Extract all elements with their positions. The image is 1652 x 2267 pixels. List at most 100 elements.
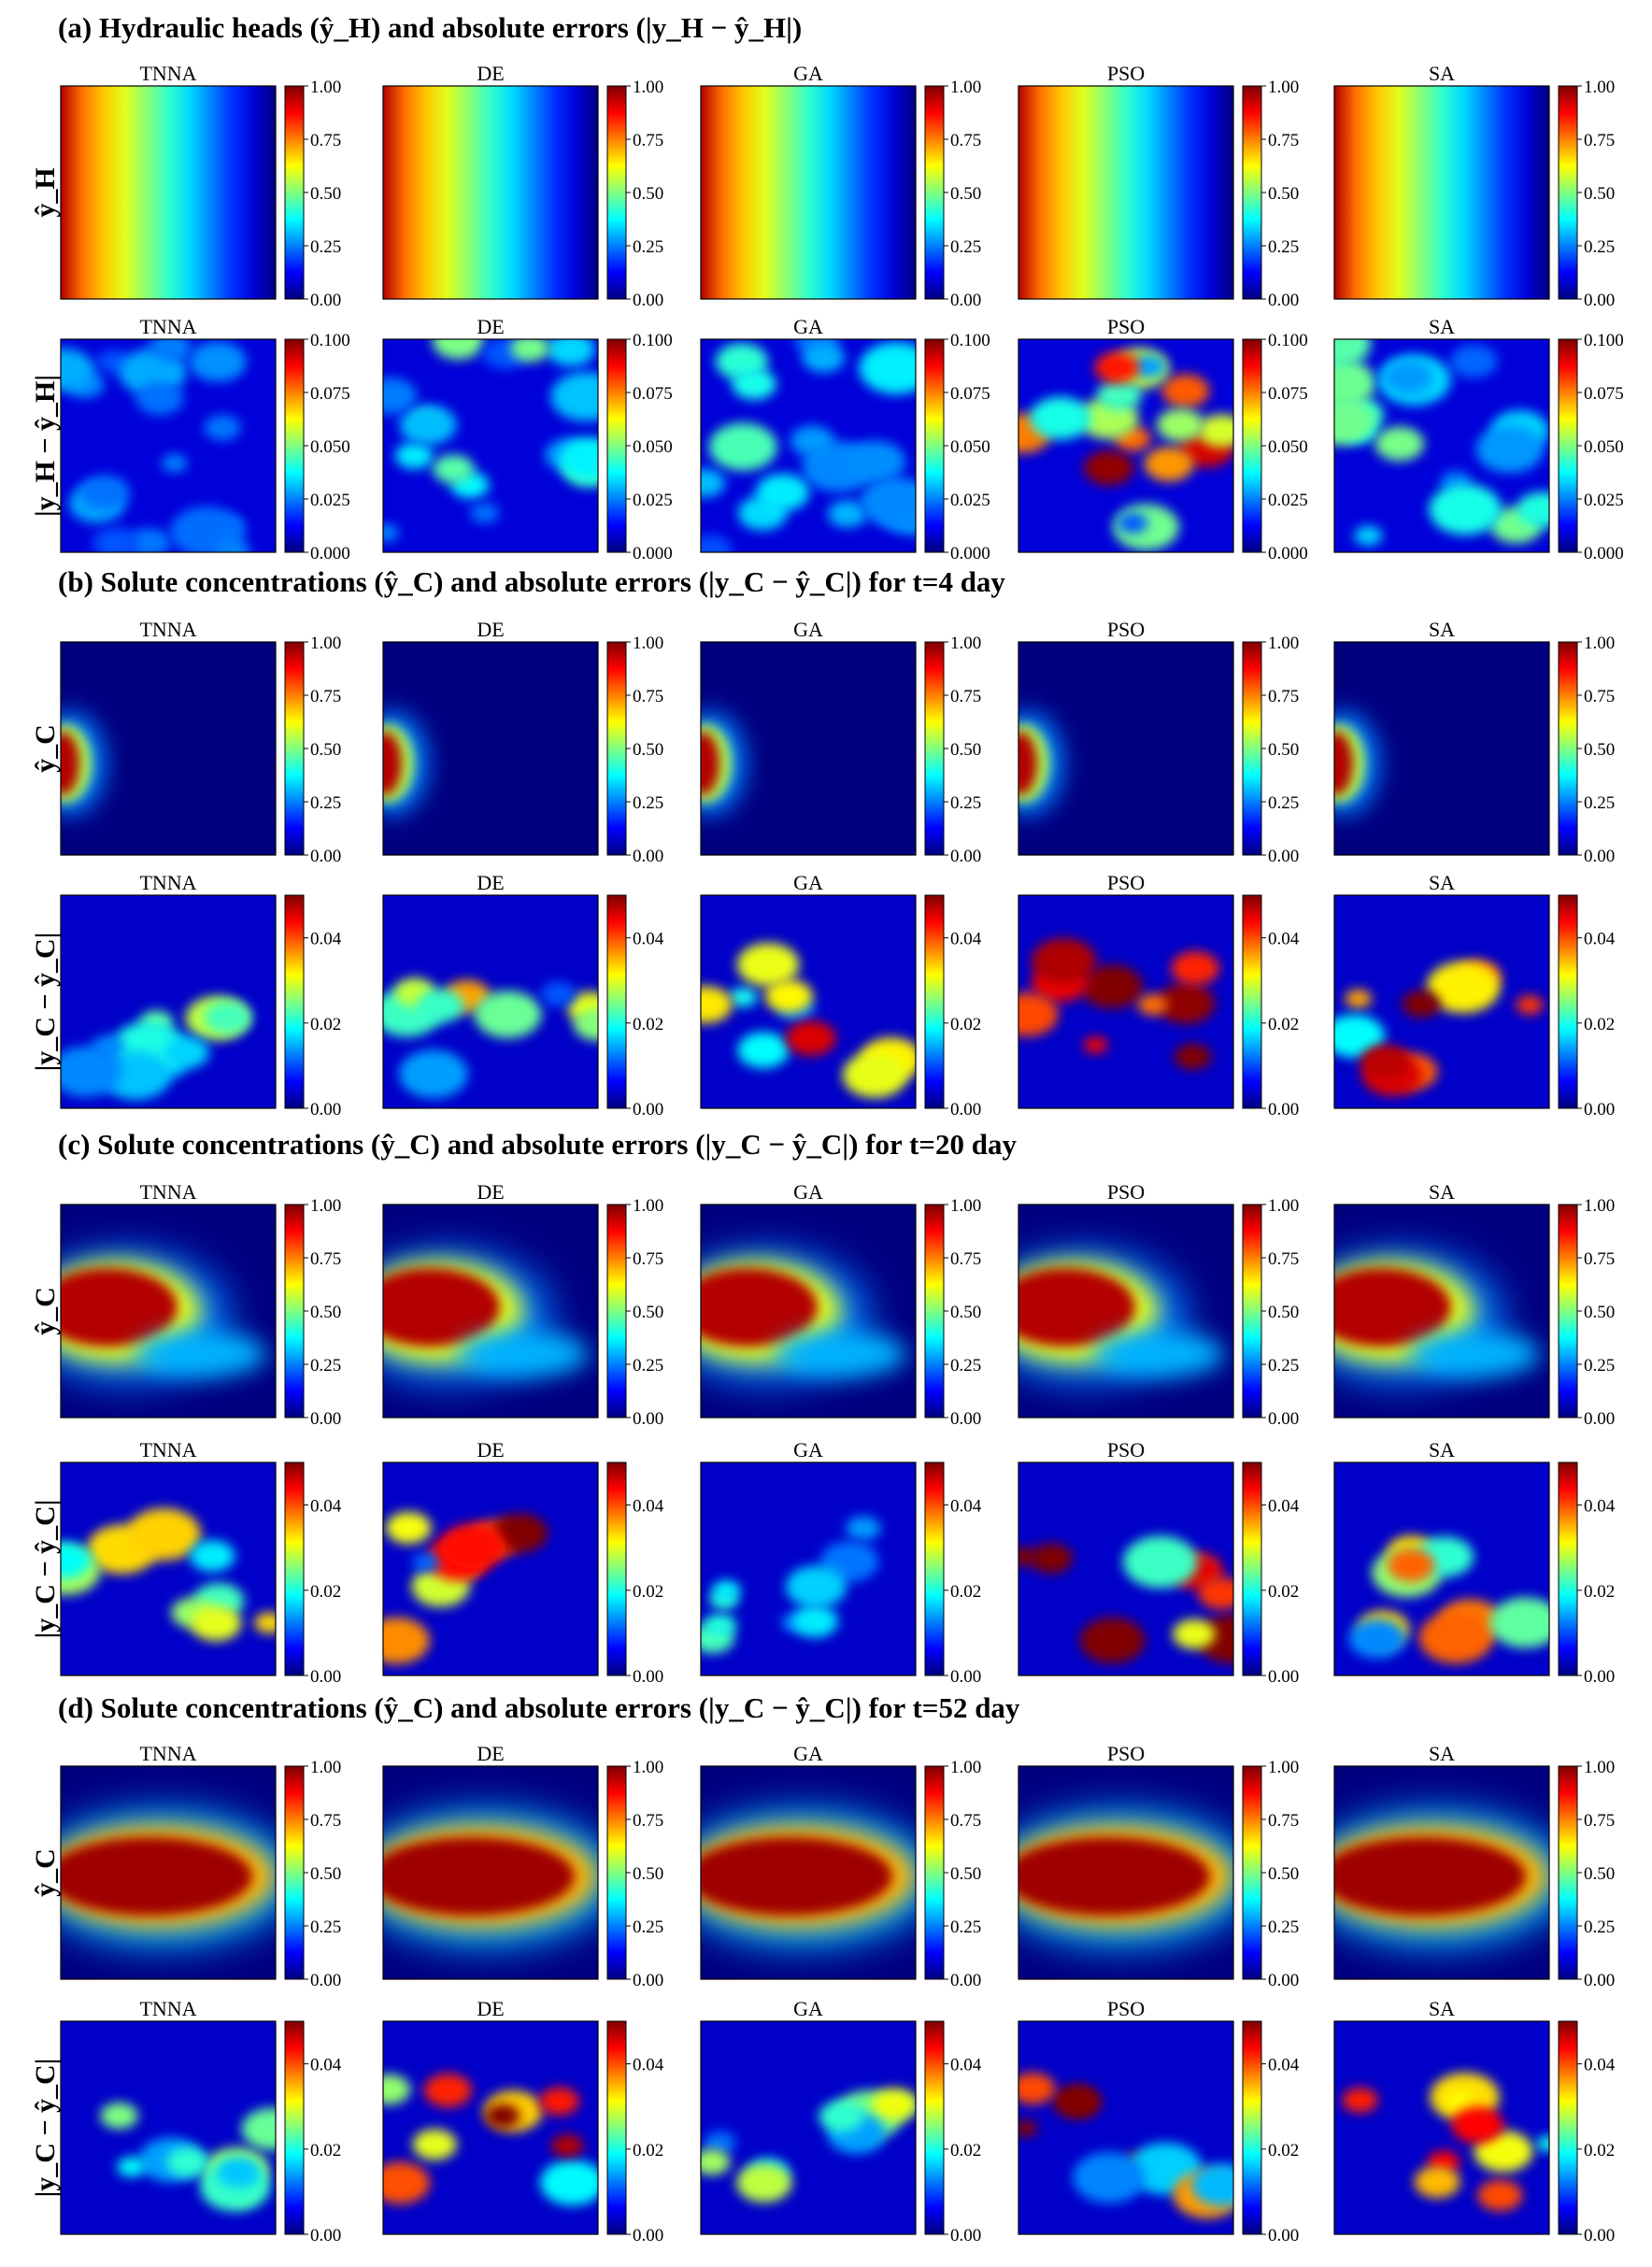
colorbar-tick-label: 1.00	[1584, 1758, 1615, 1777]
colorbar	[924, 1204, 945, 1419]
panel-row-b-field: ŷ_C TNNA 0.00 0.25 0.50 0.75 1.00 DE 0.00 0.25 0.5…	[30, 618, 1615, 866]
colorbar-tick-label: 1.00	[633, 1758, 663, 1777]
colorbar	[1558, 894, 1578, 1109]
panel-frame	[1018, 1461, 1234, 1676]
panel-title: DE	[477, 1438, 504, 1461]
field-blob	[561, 437, 598, 479]
heatmap-panel-pso: PSO 0.00 0.25 0.50 0.75 1.00	[1018, 1180, 1299, 1429]
field-blob	[1018, 1268, 1135, 1347]
panel-frame	[382, 894, 599, 1109]
field-blob	[1171, 951, 1219, 986]
colorbar-tick-label: 0.00	[633, 291, 663, 310]
heatmap-panel-de: DE 0.00 0.25 0.50 0.75 1.00	[382, 62, 663, 310]
colorbar-tick-label: 0.075	[310, 384, 350, 404]
panel-frame	[700, 1204, 917, 1419]
heatmap-panel-ga: GA 0.00 0.02 0.04	[700, 871, 982, 1119]
colorbar-tick-label: 0.075	[633, 384, 673, 404]
colorbar-tick-label: 0.02	[950, 2141, 981, 2160]
field-blob	[704, 2131, 736, 2154]
section-title-c: (c) Solute concentrations (ŷ_C) and abso…	[58, 1128, 1017, 1161]
panel-row-c-field: ŷ_C TNNA 0.00 0.25 0.50 0.75 1.00 DE 0.00 0.25 0.5…	[30, 1180, 1615, 1429]
colorbar-tick-label: 0.50	[950, 1864, 981, 1884]
colorbar-tick-label: 1.00	[1268, 78, 1299, 97]
heatmap-panel-de: DE 0.000 0.025 0.050 0.075 0.100	[382, 315, 673, 563]
panel-row-c-error: |y_C − ŷ_C| TNNA 0.00 0.02 0.04 DE 0.00 0.02 0.0…	[30, 1438, 1616, 1687]
colorbar	[1558, 2020, 1578, 2235]
row-label: ŷ_H	[30, 167, 61, 217]
colorbar-tick-label: 0.50	[633, 184, 663, 204]
field-blob	[708, 422, 777, 471]
field-blob	[791, 1604, 838, 1638]
colorbar-tick-label: 0.25	[1268, 237, 1299, 257]
field-blob	[871, 2088, 916, 2121]
panel-frame	[60, 1461, 277, 1676]
colorbar-tick-label: 0.25	[950, 237, 981, 257]
field-blob	[1161, 374, 1210, 408]
field-blob	[539, 2087, 579, 2116]
colorbar-tick-label: 0.000	[950, 544, 990, 563]
colorbar-tick-label: 1.00	[1584, 634, 1615, 653]
field-blob	[701, 1837, 892, 1916]
colorbar-tick-label: 0.04	[1584, 2056, 1616, 2075]
panel-frame	[1018, 2020, 1234, 2235]
colorbar-tick-label: 0.02	[950, 1582, 981, 1602]
heatmap-field	[61, 86, 276, 299]
colorbar	[1558, 85, 1578, 300]
field-blob	[1030, 396, 1091, 440]
field-blob	[217, 2157, 261, 2189]
field-blob	[163, 1035, 209, 1069]
panel-title: PSO	[1107, 618, 1145, 641]
colorbar-tick-label: 0.04	[633, 1497, 664, 1517]
field-blob	[61, 348, 94, 392]
colorbar-tick-label: 0.050	[1584, 437, 1624, 457]
heatmap-panel-pso: PSO 0.00 0.02 0.04	[1018, 1997, 1300, 2246]
colorbar	[284, 338, 305, 553]
field-blob	[764, 979, 813, 1013]
colorbar-tick-label: 0.04	[950, 1497, 982, 1517]
field-blob	[1536, 2135, 1549, 2152]
panel-title: GA	[793, 618, 823, 641]
colorbar-tick-label: 0.04	[1268, 1497, 1300, 1517]
colorbar-tick-label: 0.100	[633, 331, 673, 350]
panel-title: SA	[1429, 315, 1455, 338]
colorbar-tick-label: 0.02	[633, 2141, 663, 2160]
panel-frame	[60, 2020, 277, 2235]
field-blob	[540, 981, 577, 1006]
panel-title: PSO	[1107, 1180, 1145, 1204]
colorbar-tick-label: 0.00	[633, 1971, 663, 1990]
colorbar-tick-label: 0.02	[1584, 1015, 1615, 1034]
field-blob	[416, 989, 465, 1023]
field-blob	[395, 442, 434, 469]
colorbar-tick-label: 0.00	[1268, 2226, 1299, 2246]
colorbar-tick-label: 0.00	[1268, 291, 1299, 310]
field-blob	[1414, 2165, 1460, 2199]
panel-frame	[700, 641, 917, 856]
row-label: |y_C − ŷ_C|	[30, 1500, 61, 1639]
colorbar-tick-label: 0.50	[633, 740, 663, 760]
colorbar-tick-label: 0.75	[950, 687, 981, 706]
colorbar-tick-label: 0.04	[310, 930, 342, 949]
colorbar-tick-label: 1.00	[1268, 1758, 1299, 1777]
colorbar-tick-label: 0.75	[1268, 687, 1299, 706]
field-blob	[1334, 732, 1353, 795]
colorbar-tick-label: 0.02	[950, 1015, 981, 1034]
colorbar	[606, 338, 627, 553]
panel-title: GA	[793, 1742, 823, 1765]
panel-frame	[1018, 338, 1234, 553]
colorbar	[606, 2020, 627, 2235]
field-blob	[383, 378, 418, 415]
field-blob	[1137, 993, 1168, 1016]
field-blob	[1094, 351, 1140, 384]
colorbar-tick-label: 0.00	[310, 2226, 341, 2246]
colorbar-tick-label: 0.04	[633, 2056, 664, 2075]
colorbar-tick-label: 1.00	[633, 634, 663, 653]
colorbar-tick-label: 1.00	[310, 1758, 341, 1777]
colorbar-tick-label: 0.04	[950, 930, 982, 949]
colorbar-tick-label: 1.00	[1268, 1196, 1299, 1216]
colorbar-tick-label: 0.50	[1268, 1864, 1299, 1884]
panel-title: TNNA	[139, 62, 196, 85]
heatmap-panel-pso: PSO 0.00 0.02 0.04	[1018, 1438, 1300, 1687]
field-blob	[704, 1614, 737, 1637]
field-blob	[383, 1268, 500, 1347]
colorbar-tick-label: 0.00	[310, 291, 341, 310]
